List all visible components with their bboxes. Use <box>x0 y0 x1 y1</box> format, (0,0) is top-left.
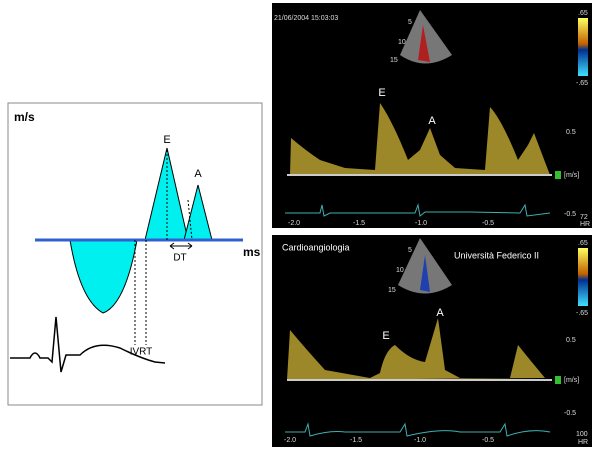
peak-label: E <box>163 134 170 146</box>
time-tick: -1.5 <box>350 437 362 444</box>
time-tick: -1.0 <box>415 220 427 227</box>
depth-mark: 5 <box>408 19 412 26</box>
ecg-trace <box>10 316 166 373</box>
echo-panel: Cardioangiologia Università Federico II … <box>272 235 592 447</box>
color-bar <box>578 18 588 76</box>
velocity-tick: 0.5 <box>566 337 576 344</box>
depth-mark: 10 <box>396 267 404 274</box>
timestamp: 21/06/2004 15:03:03 <box>274 15 338 22</box>
peak-label: A <box>194 168 202 180</box>
scale-top: .65 <box>578 240 588 247</box>
dt-arrow <box>169 242 193 250</box>
velocity-tick: [m/s] <box>564 172 579 179</box>
color-flow <box>420 255 430 292</box>
sector-image <box>400 10 452 64</box>
y-label: m/s <box>14 110 35 124</box>
heart-rate: 72 <box>580 214 588 221</box>
echo-panel: 21/06/2004 15:03:03 5 10 15 .65 -.65 E A… <box>272 3 592 228</box>
ecg-trace <box>285 203 551 217</box>
scale-bottom: -.65 <box>576 310 588 317</box>
depth-mark: 15 <box>388 287 396 294</box>
ecg-trace <box>285 422 551 437</box>
scale-bottom: -.65 <box>576 80 588 87</box>
x-label: ms <box>243 245 261 259</box>
depth-mark: 5 <box>408 247 412 254</box>
depth-mark: 10 <box>398 39 406 46</box>
baseline-marker <box>555 171 561 179</box>
dash <box>187 199 193 241</box>
doppler-signal <box>287 318 545 380</box>
scale-top: .65 <box>578 10 588 17</box>
mitral-flow-diagram: m/s E A DT ms IVRT <box>7 102 263 406</box>
color-bar <box>578 248 588 306</box>
hr-label: HR <box>578 439 588 446</box>
time-tick: -2.0 <box>284 437 296 444</box>
baseline-marker <box>555 376 561 384</box>
wave-label: A <box>428 115 436 127</box>
hr-label: HR <box>580 221 590 228</box>
caption-right: Università Federico II <box>454 250 539 260</box>
negative-lobe <box>69 239 138 314</box>
time-tick: -1.0 <box>414 437 426 444</box>
wave-label: E <box>378 87 385 99</box>
color-flow <box>418 25 430 62</box>
heart-rate: 100 <box>576 431 588 438</box>
ivrt-label: IVRT <box>130 347 153 358</box>
time-tick: -2.0 <box>288 220 300 227</box>
caption-left: Cardioangiologia <box>282 242 350 252</box>
time-tick: -1.5 <box>353 220 365 227</box>
velocity-tick: [m/s] <box>564 377 579 384</box>
velocity-tick: 0.5 <box>566 129 576 136</box>
doppler-signal <box>290 103 550 175</box>
velocity-tick: -0.5 <box>564 211 576 218</box>
dt-label: DT <box>173 253 186 264</box>
depth-mark: 15 <box>390 57 398 64</box>
time-tick: -0.5 <box>482 220 494 227</box>
velocity-tick: -0.5 <box>564 410 576 417</box>
wave-label: A <box>436 307 444 319</box>
wave-label: E <box>382 330 389 342</box>
time-tick: -0.5 <box>482 437 494 444</box>
